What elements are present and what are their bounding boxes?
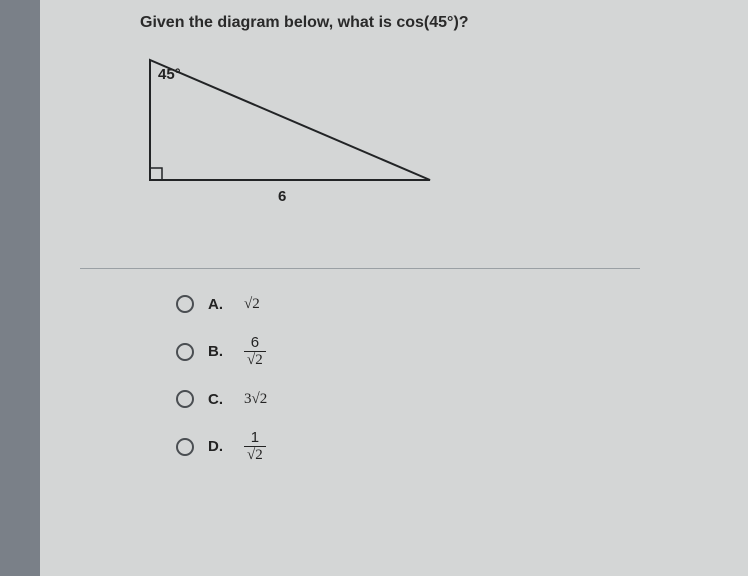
- triangle-diagram: 45° 6: [130, 50, 470, 230]
- question-suffix: ?: [459, 14, 469, 31]
- radio-b[interactable]: [176, 343, 194, 361]
- fraction-den: √2: [244, 446, 266, 463]
- angle-label: 45°: [158, 66, 181, 83]
- option-letter: D.: [208, 438, 230, 455]
- option-letter: A.: [208, 296, 230, 313]
- question-panel: Given the diagram below, what is cos(45°…: [40, 0, 748, 576]
- option-value-a: √2: [244, 296, 260, 313]
- option-value-b: 6 √2: [244, 335, 266, 368]
- base-label: 6: [278, 188, 286, 205]
- fraction-den: √2: [244, 351, 266, 368]
- radio-a[interactable]: [176, 295, 194, 313]
- answer-row-a[interactable]: A. √2: [176, 295, 718, 313]
- radio-c[interactable]: [176, 390, 194, 408]
- option-letter: C.: [208, 391, 230, 408]
- triangle-shape: [150, 60, 430, 180]
- option-value-d: 1 √2: [244, 430, 266, 463]
- option-letter: B.: [208, 343, 230, 360]
- radio-d[interactable]: [176, 438, 194, 456]
- answer-row-b[interactable]: B. 6 √2: [176, 335, 718, 368]
- fraction-num: 6: [248, 335, 262, 351]
- answer-list: A. √2 B. 6 √2 C. 3√2 D. 1 √2: [176, 295, 718, 463]
- question-text: Given the diagram below, what is cos(45°…: [140, 14, 718, 32]
- fraction-num: 1: [248, 430, 262, 446]
- fraction-d: 1 √2: [244, 430, 266, 463]
- fraction-b: 6 √2: [244, 335, 266, 368]
- question-prefix: Given the diagram below, what is: [140, 14, 396, 31]
- divider: [80, 268, 640, 269]
- option-value-c: 3√2: [244, 391, 267, 408]
- triangle-svg: [130, 50, 470, 210]
- question-expr: cos(45°): [396, 14, 458, 31]
- right-angle-marker: [150, 168, 162, 180]
- answer-row-d[interactable]: D. 1 √2: [176, 430, 718, 463]
- answer-row-c[interactable]: C. 3√2: [176, 390, 718, 408]
